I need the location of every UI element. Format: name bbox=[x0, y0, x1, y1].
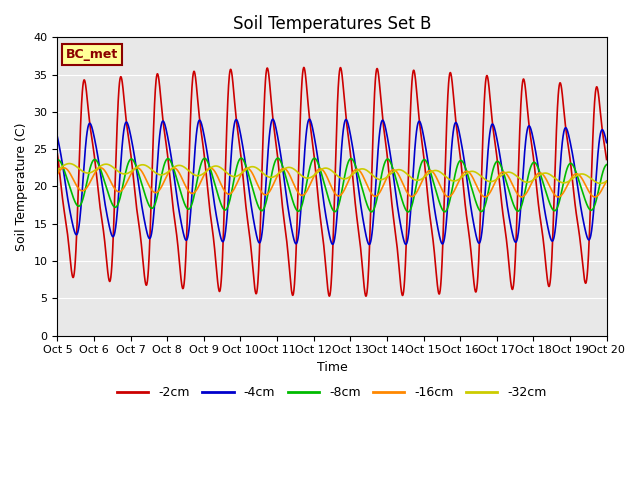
-4cm bbox=[306, 116, 314, 122]
-8cm bbox=[360, 192, 368, 197]
-4cm bbox=[570, 158, 577, 164]
-16cm bbox=[554, 194, 562, 200]
Line: -2cm: -2cm bbox=[58, 68, 607, 296]
X-axis label: Time: Time bbox=[317, 361, 348, 374]
Title: Soil Temperatures Set B: Soil Temperatures Set B bbox=[233, 15, 431, 33]
-32cm bbox=[603, 178, 611, 184]
-2cm bbox=[207, 213, 214, 219]
-16cm bbox=[207, 165, 214, 171]
-4cm bbox=[365, 241, 373, 247]
-32cm bbox=[65, 161, 73, 167]
-2cm bbox=[360, 281, 368, 287]
-32cm bbox=[348, 172, 356, 178]
-16cm bbox=[360, 175, 368, 181]
-2cm bbox=[300, 65, 308, 71]
Text: BC_met: BC_met bbox=[66, 48, 118, 61]
-16cm bbox=[97, 165, 104, 171]
-4cm bbox=[207, 173, 214, 179]
-32cm bbox=[596, 180, 604, 186]
-16cm bbox=[348, 171, 356, 177]
-2cm bbox=[570, 190, 577, 195]
-8cm bbox=[603, 162, 611, 168]
-2cm bbox=[492, 146, 500, 152]
-8cm bbox=[555, 202, 563, 207]
-4cm bbox=[54, 134, 61, 140]
-32cm bbox=[492, 177, 499, 183]
-16cm bbox=[555, 194, 563, 200]
-16cm bbox=[570, 172, 577, 178]
-16cm bbox=[492, 179, 499, 184]
-2cm bbox=[54, 151, 61, 157]
-32cm bbox=[207, 165, 214, 171]
-16cm bbox=[603, 178, 611, 184]
-16cm bbox=[54, 171, 61, 177]
Line: -32cm: -32cm bbox=[58, 164, 607, 183]
-32cm bbox=[54, 167, 61, 173]
-2cm bbox=[555, 89, 563, 95]
-32cm bbox=[360, 166, 368, 172]
-32cm bbox=[570, 175, 577, 181]
-8cm bbox=[207, 167, 214, 172]
-8cm bbox=[492, 159, 500, 165]
Y-axis label: Soil Temperature (C): Soil Temperature (C) bbox=[15, 122, 28, 251]
-8cm bbox=[274, 155, 282, 161]
-4cm bbox=[603, 140, 611, 145]
Line: -8cm: -8cm bbox=[58, 158, 607, 212]
-2cm bbox=[362, 293, 370, 299]
-4cm bbox=[360, 222, 368, 228]
-32cm bbox=[554, 178, 562, 184]
-4cm bbox=[555, 188, 563, 194]
-2cm bbox=[603, 156, 611, 162]
-8cm bbox=[570, 164, 577, 169]
-2cm bbox=[348, 166, 356, 171]
-8cm bbox=[54, 157, 61, 163]
-8cm bbox=[348, 156, 356, 162]
-4cm bbox=[348, 140, 356, 146]
Line: -4cm: -4cm bbox=[58, 119, 607, 244]
Legend: -2cm, -4cm, -8cm, -16cm, -32cm: -2cm, -4cm, -8cm, -16cm, -32cm bbox=[112, 381, 552, 404]
Line: -16cm: -16cm bbox=[58, 168, 607, 197]
-8cm bbox=[404, 209, 412, 215]
-4cm bbox=[492, 131, 500, 137]
